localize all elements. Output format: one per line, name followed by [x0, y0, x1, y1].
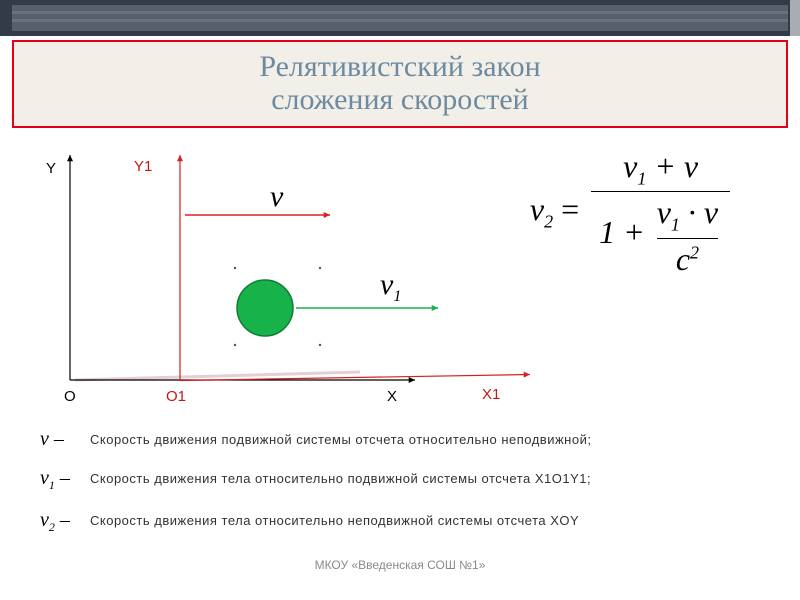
definition-row: v1 –Скорость движения тела относительно …: [40, 467, 770, 493]
definition-symbol: v2 –: [40, 509, 90, 535]
diagram-svg: [30, 140, 550, 420]
scrollbar-track[interactable]: [790, 0, 800, 36]
title-line-1: Релятивистский закон: [24, 50, 776, 83]
symbol-definitions: v –Скорость движения подвижной системы о…: [40, 428, 770, 551]
title-line-2: сложения скоростей: [24, 83, 776, 116]
axis-label-X1: X1: [482, 386, 500, 403]
slide-footer: МКОУ «Введенская СОШ №1»: [0, 558, 800, 572]
top-bar-inner: [12, 5, 788, 31]
definition-row: v2 –Скорость движения тела относительно …: [40, 509, 770, 535]
definition-text: Скорость движения тела относительно подв…: [90, 467, 770, 486]
velocity-v-label: v: [270, 180, 283, 214]
definition-row: v –Скорость движения подвижной системы о…: [40, 428, 770, 451]
axis-label-O: O: [64, 388, 76, 405]
reference-frames-diagram: v v1 Y Y1 O O1 X X1: [30, 140, 550, 420]
velocity-v1-label: v1: [380, 268, 401, 306]
definition-text: Скорость движения подвижной системы отсч…: [90, 428, 770, 447]
definition-text: Скорость движения тела относительно непо…: [90, 509, 770, 528]
axis-label-Y1: Y1: [134, 158, 152, 175]
presentation-top-bar: [0, 0, 800, 36]
slide-content: v v1 Y Y1 O O1 X X1 v2 = v1 + v1 + v1 · …: [0, 128, 800, 588]
axis-label-O1: O1: [166, 388, 186, 405]
slide-title: Релятивистский закон сложения скоростей: [12, 40, 788, 128]
velocity-addition-formula: v2 = v1 + v1 + v1 · vc2: [482, 148, 782, 278]
axis-label-Y: Y: [46, 160, 56, 177]
definition-symbol: v1 –: [40, 467, 90, 493]
definition-symbol: v –: [40, 428, 90, 451]
axis-label-X: X: [387, 388, 397, 405]
